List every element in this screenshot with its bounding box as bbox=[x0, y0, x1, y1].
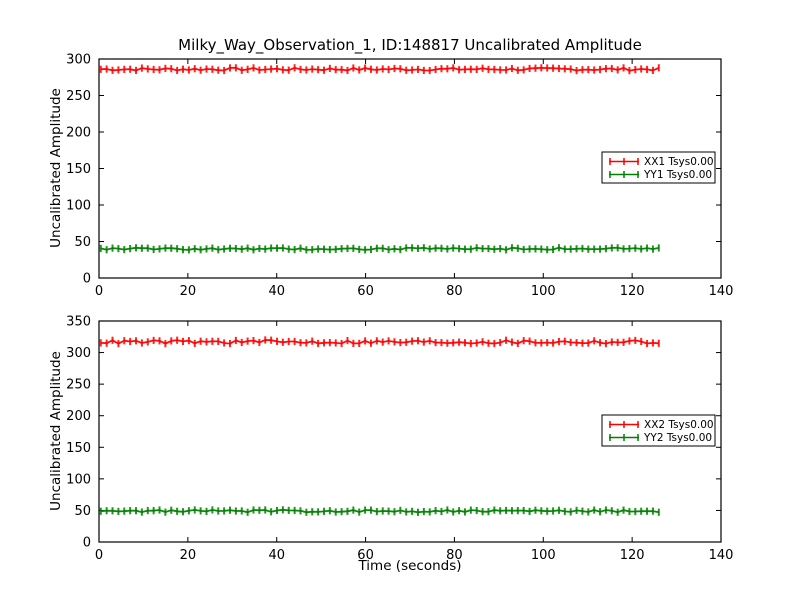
y-tick-label: 150 bbox=[66, 441, 91, 456]
y-tick-label: 100 bbox=[66, 472, 91, 487]
axes-frame bbox=[98, 58, 722, 279]
x-tick-label: 120 bbox=[620, 284, 645, 299]
y-tick-label: 250 bbox=[66, 378, 91, 393]
x-tick-label: 40 bbox=[268, 548, 285, 563]
series-YY2-line bbox=[100, 508, 659, 514]
y-tick-label: 0 bbox=[83, 536, 91, 551]
y-tick-label: 150 bbox=[66, 162, 91, 177]
legend-label: YY2 Tsys0.00 bbox=[643, 432, 712, 444]
series-XX2-line bbox=[100, 339, 659, 345]
legend-label: XX1 Tsys0.00 bbox=[644, 156, 714, 168]
x-tick-label: 140 bbox=[709, 548, 734, 563]
y-tick-label: 50 bbox=[74, 504, 91, 519]
y-tick-label: 100 bbox=[66, 199, 91, 214]
axes-frame bbox=[98, 320, 722, 543]
y-tick-label: 250 bbox=[66, 89, 91, 104]
x-tick-label: 80 bbox=[446, 548, 463, 563]
legend-box bbox=[601, 151, 716, 184]
y-tick-label: 0 bbox=[83, 272, 91, 287]
y-tick-label: 200 bbox=[66, 126, 91, 141]
x-tick-label: 60 bbox=[357, 548, 374, 563]
series-XX1-line bbox=[100, 66, 660, 72]
x-tick-label: 0 bbox=[95, 548, 103, 563]
y-tick-label: 300 bbox=[66, 53, 91, 68]
y-tick-label: 50 bbox=[74, 235, 91, 250]
y-tick-label: 350 bbox=[66, 315, 91, 330]
x-tick-label: 60 bbox=[357, 284, 374, 299]
x-tick-label: 120 bbox=[620, 548, 645, 563]
y-tick-label: 200 bbox=[66, 409, 91, 424]
legend-box bbox=[601, 414, 716, 447]
x-tick-label: 100 bbox=[531, 548, 556, 563]
x-tick-label: 20 bbox=[180, 548, 197, 563]
x-axis-label: Time (seconds) bbox=[358, 558, 462, 574]
x-tick-label: 20 bbox=[180, 284, 197, 299]
legend-label: YY1 Tsys0.00 bbox=[643, 169, 712, 181]
x-tick-label: 140 bbox=[709, 284, 734, 299]
x-tick-label: 40 bbox=[268, 284, 285, 299]
x-tick-label: 0 bbox=[95, 284, 103, 299]
figure-title: Milky_Way_Observation_1, ID:148817 Uncal… bbox=[178, 36, 642, 54]
x-tick-label: 100 bbox=[531, 284, 556, 299]
y-tick-label: 300 bbox=[66, 346, 91, 361]
legend-label: XX2 Tsys0.00 bbox=[644, 419, 714, 431]
x-tick-label: 80 bbox=[446, 284, 463, 299]
series-YY1-line bbox=[100, 246, 659, 251]
